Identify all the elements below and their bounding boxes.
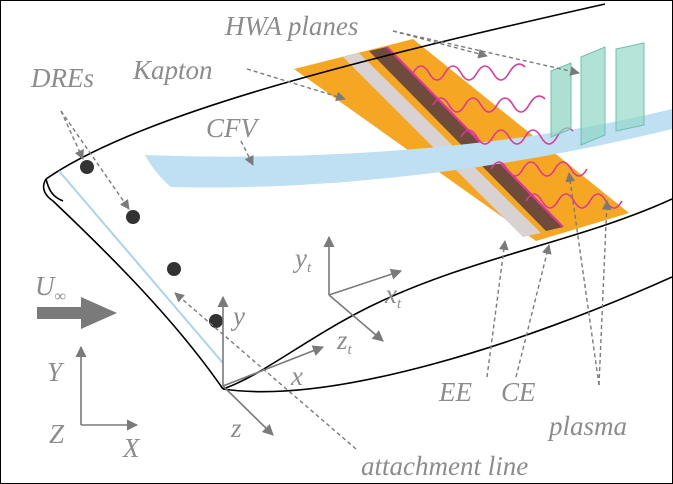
x-global-label: X <box>122 433 141 463</box>
x-t-label: xt <box>384 279 402 312</box>
freestream-arrow <box>37 297 117 329</box>
transformed-axes <box>323 235 403 342</box>
kapton-label: Kapton <box>132 55 213 85</box>
annotation-leaders <box>60 30 612 450</box>
exposed-electrode <box>343 53 541 237</box>
hwa-planes-label: HWA planes <box>224 11 358 41</box>
plasma-edge-line <box>386 46 564 228</box>
wing-surface-front <box>222 198 672 390</box>
dres-label: DREs <box>30 63 94 93</box>
global-axes <box>75 345 139 431</box>
y-t-label: yt <box>292 243 312 276</box>
plasma-label: plasma <box>547 411 627 441</box>
covered-electrode <box>369 47 563 231</box>
x-local-label: x <box>290 361 303 391</box>
plasma-wiggles <box>412 63 623 209</box>
y-local-label: y <box>230 301 245 331</box>
cfv-label: CFV <box>206 113 261 143</box>
dre-marker <box>80 160 94 174</box>
wing-surface-lower <box>222 276 672 393</box>
u-infinity-label: U∞ <box>35 271 66 305</box>
wing-nose <box>42 178 224 390</box>
dre-marker <box>209 314 223 328</box>
attachment-line-trace <box>58 170 224 364</box>
attachment-line-label: attachment line <box>361 451 528 481</box>
wing-leading-edge <box>45 3 606 180</box>
wing-trailing-edge <box>45 178 64 202</box>
dre-marker <box>167 262 181 276</box>
z-global-label: Z <box>49 419 65 449</box>
local-axes <box>217 295 325 436</box>
z-t-label: zt <box>336 325 353 358</box>
ee-label: EE <box>438 377 472 407</box>
cfv-streak <box>145 109 672 188</box>
ce-label: CE <box>501 377 536 407</box>
y-global-label: Y <box>47 357 65 387</box>
hwa-planes <box>550 42 645 146</box>
dre-marker <box>126 210 140 224</box>
z-local-label: z <box>230 413 242 443</box>
